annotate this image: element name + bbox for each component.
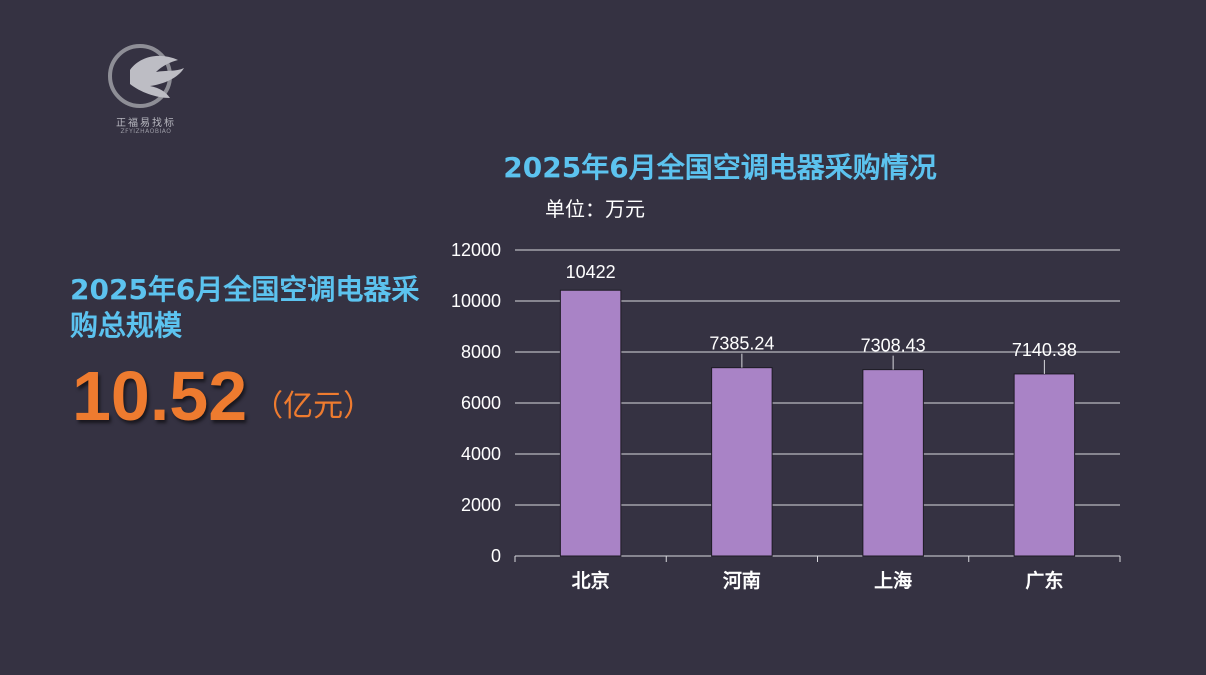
data-label: 7140.38 (1012, 340, 1077, 360)
y-tick-label: 6000 (461, 393, 501, 413)
eagle-logo-icon (108, 44, 184, 108)
summary-title: 2025年6月全国空调电器采购总规模 (70, 273, 420, 342)
y-tick-label: 12000 (451, 240, 501, 260)
bar (559, 289, 622, 557)
chart-unit-label: 单位：万元 (545, 197, 645, 221)
data-label: 7385.24 (709, 334, 774, 354)
data-label: 10422 (566, 262, 616, 282)
y-tick-label: 8000 (461, 342, 501, 362)
logo-text-en: ZFYIZHAOBIAO (120, 128, 172, 135)
bar (711, 367, 773, 557)
x-category-label: 上海 (874, 569, 912, 592)
chart-title: 2025年6月全国空调电器采购情况 (503, 151, 937, 184)
data-label: 7308.43 (861, 336, 926, 356)
y-tick-label: 2000 (461, 495, 501, 515)
y-tick-label: 0 (491, 546, 501, 566)
x-category-label: 河南 (723, 570, 761, 592)
bar (862, 369, 924, 557)
bar (1013, 373, 1076, 557)
summary-value: 10.52 (72, 357, 248, 435)
summary-unit: （亿元） (253, 389, 374, 424)
summary-value-block: 10.52 （亿元） (72, 356, 373, 447)
logo-text-cn: 正福易找标 (116, 118, 176, 129)
y-tick-label: 4000 (461, 444, 501, 464)
x-category-label: 广东 (1025, 569, 1063, 592)
y-tick-label: 10000 (451, 291, 501, 311)
x-category-label: 北京 (572, 569, 610, 592)
